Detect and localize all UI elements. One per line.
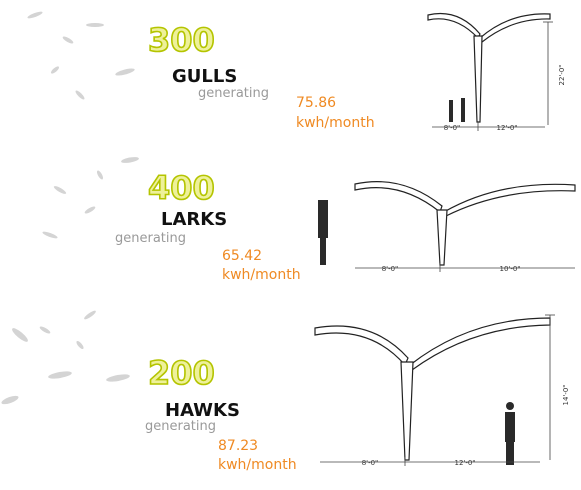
species-name: HAWKS bbox=[165, 400, 240, 421]
species-name: LARKS bbox=[161, 209, 227, 230]
dimension-label: 8'-0" bbox=[382, 265, 399, 273]
energy-value: 75.86 bbox=[296, 95, 336, 111]
bird-flocks bbox=[1, 10, 140, 406]
generating-label: generating bbox=[145, 419, 216, 434]
structure-drawing bbox=[428, 14, 553, 131]
dimension-label: 22'-0" bbox=[558, 64, 566, 85]
energy-unit: kwh/month bbox=[218, 457, 297, 473]
energy-value: 87.23 bbox=[218, 438, 258, 454]
count: 200 bbox=[148, 354, 215, 392]
energy-unit: kwh/month bbox=[222, 267, 301, 283]
dimension-label: 10'-0" bbox=[499, 265, 520, 273]
energy-unit: kwh/month bbox=[296, 115, 375, 131]
species-name: GULLS bbox=[172, 66, 237, 87]
generating-label: generating bbox=[115, 231, 186, 246]
infographic: 300 GULLS generating 75.86 kwh/month 8'-… bbox=[0, 0, 581, 490]
dimension-label: 12'-0" bbox=[496, 124, 517, 132]
dimension-label: 12'-0" bbox=[454, 459, 475, 467]
dimension-label: 14'-0" bbox=[562, 384, 570, 405]
generating-label: generating bbox=[198, 86, 269, 101]
structure-drawing bbox=[315, 315, 555, 466]
dimension-label: 8'-0" bbox=[362, 459, 379, 467]
dimension-label: 8'-0" bbox=[444, 124, 461, 132]
structure-drawing bbox=[318, 182, 575, 272]
energy-value: 65.42 bbox=[222, 248, 262, 264]
count: 300 bbox=[148, 21, 215, 59]
count: 400 bbox=[148, 169, 215, 207]
